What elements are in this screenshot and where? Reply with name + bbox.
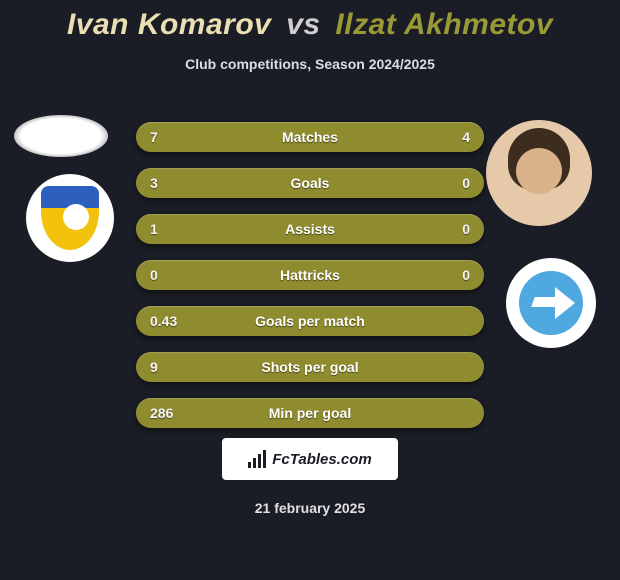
stat-label: Hattricks (280, 267, 340, 283)
player1-avatar (14, 115, 108, 157)
stat-row-shots-per-goal: 9 Shots per goal (136, 352, 484, 382)
stat-left-value: 286 (150, 405, 173, 421)
player2-avatar (486, 120, 592, 226)
stat-row-hattricks: 0 Hattricks 0 (136, 260, 484, 290)
bar-chart-icon (248, 450, 266, 468)
stat-row-goals: 3 Goals 0 (136, 168, 484, 198)
fctables-logo: FcTables.com (222, 438, 398, 480)
stat-label: Matches (282, 129, 338, 145)
stat-left-value: 1 (150, 221, 158, 237)
stat-left-value: 0.43 (150, 313, 177, 329)
stat-row-matches: 7 Matches 4 (136, 122, 484, 152)
subtitle: Club competitions, Season 2024/2025 (0, 56, 620, 72)
stat-right-value: 0 (462, 221, 470, 237)
stat-right-value: 4 (462, 129, 470, 145)
stat-row-goals-per-match: 0.43 Goals per match (136, 306, 484, 336)
stat-row-min-per-goal: 286 Min per goal (136, 398, 484, 428)
comparison-title: Ivan Komarov vs Ilzat Akhmetov (0, 8, 620, 42)
stat-label: Goals (291, 175, 330, 191)
stat-bars: 7 Matches 4 3 Goals 0 1 Assists 0 0 Hatt… (136, 122, 484, 444)
stat-label: Shots per goal (261, 359, 358, 375)
stat-label: Min per goal (269, 405, 351, 421)
stat-left-value: 9 (150, 359, 158, 375)
date-text: 21 february 2025 (255, 500, 366, 516)
branding-text: FcTables.com (272, 451, 371, 468)
stat-left-value: 7 (150, 129, 158, 145)
stat-right-value: 0 (462, 267, 470, 283)
stat-row-assists: 1 Assists 0 (136, 214, 484, 244)
player2-club-crest (506, 258, 596, 348)
vs-text: vs (286, 8, 320, 41)
stat-left-value: 0 (150, 267, 158, 283)
stat-label: Goals per match (255, 313, 365, 329)
player1-club-crest (26, 174, 114, 262)
stat-left-value: 3 (150, 175, 158, 191)
player1-name: Ivan Komarov (67, 8, 271, 41)
stat-right-value: 0 (462, 175, 470, 191)
player2-name: Ilzat Akhmetov (335, 8, 553, 41)
stat-label: Assists (285, 221, 335, 237)
